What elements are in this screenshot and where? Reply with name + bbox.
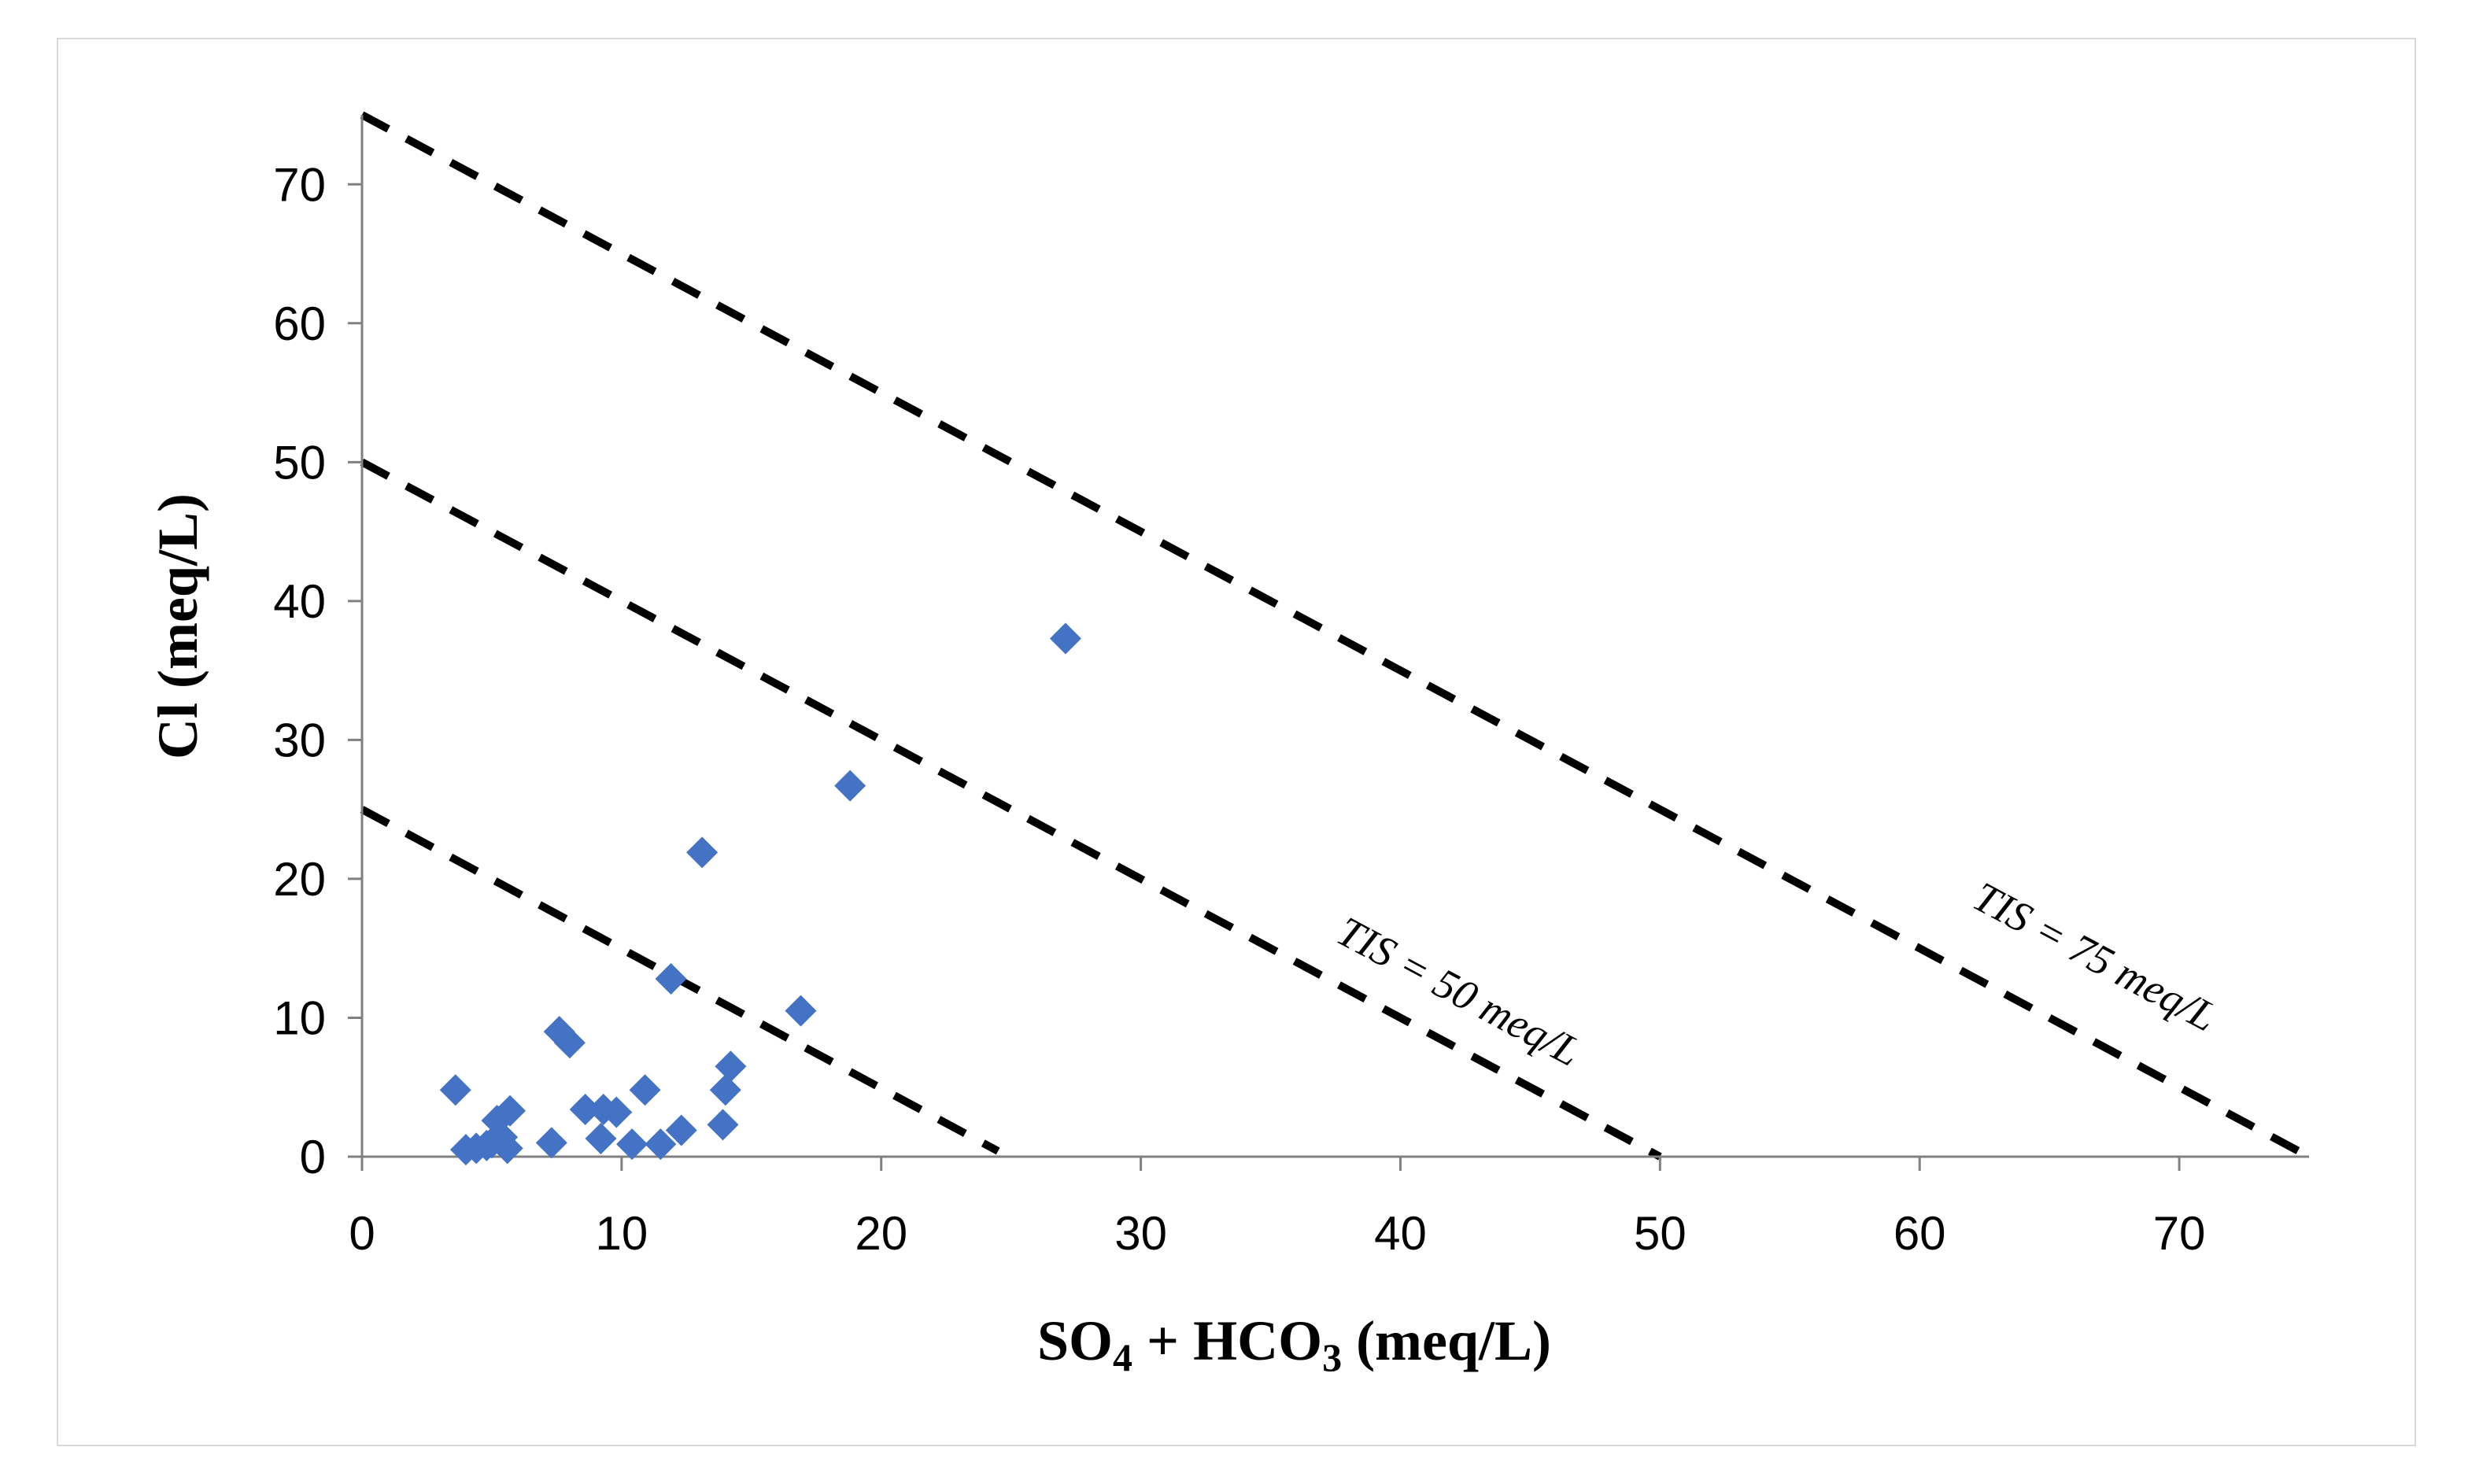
reference-lines (360, 111, 2311, 1161)
y-tick-label: 70 (273, 158, 326, 211)
data-point (491, 1132, 523, 1165)
data-points (439, 622, 1081, 1166)
data-point (709, 1074, 741, 1106)
data-point (645, 1128, 677, 1161)
data-point (569, 1093, 601, 1125)
y-tick-label: 60 (273, 297, 326, 350)
data-point (686, 836, 719, 869)
data-point (707, 1109, 739, 1141)
tis-annotation: TIS = 75 meq/L (1966, 873, 2225, 1041)
x-tick-label: 70 (2153, 1207, 2206, 1260)
y-axis-title: Cl (meq/L) (146, 493, 209, 759)
data-point (629, 1074, 661, 1106)
x-axis-title: SO4 + HCO3 (meq/L) (1037, 1309, 1551, 1379)
y-tick-label: 10 (273, 991, 326, 1044)
data-point (535, 1127, 567, 1159)
data-point (785, 995, 817, 1027)
x-tick-label: 20 (855, 1207, 907, 1260)
data-point (616, 1128, 648, 1161)
data-point (439, 1074, 471, 1106)
x-axis-ticks: 0 10 20 30 40 50 60 70 (349, 1157, 2205, 1260)
data-point (553, 1027, 586, 1059)
data-point (585, 1123, 617, 1155)
x-tick-label: 30 (1114, 1207, 1167, 1260)
x-tick-label: 50 (1634, 1207, 1687, 1260)
tis-annotation: TIS = 50 meq/L (1329, 907, 1588, 1076)
y-tick-label: 40 (273, 575, 326, 628)
x-tick-label: 40 (1374, 1207, 1427, 1260)
data-point (834, 770, 866, 802)
y-tick-label: 50 (273, 436, 326, 489)
data-point (494, 1095, 526, 1127)
annotations: TIS = 50 meq/L TIS = 75 meq/L (1329, 873, 2224, 1076)
chart-frame (57, 38, 2416, 1446)
reference-line (360, 458, 1662, 1161)
x-tick-label: 0 (349, 1207, 375, 1260)
y-tick-label: 30 (273, 714, 326, 766)
data-point (1049, 622, 1081, 655)
y-tick-label: 20 (273, 853, 326, 906)
y-axis-ticks: 0 10 20 30 40 50 60 70 (273, 158, 362, 1183)
x-tick-label: 10 (595, 1207, 648, 1260)
reference-line (360, 111, 2311, 1161)
data-point (600, 1096, 633, 1128)
data-point (715, 1050, 747, 1083)
data-point (665, 1114, 697, 1146)
y-tick-label: 0 (300, 1131, 326, 1183)
x-tick-label: 60 (1893, 1207, 1946, 1260)
axes (360, 115, 2309, 1158)
data-point (655, 963, 687, 995)
